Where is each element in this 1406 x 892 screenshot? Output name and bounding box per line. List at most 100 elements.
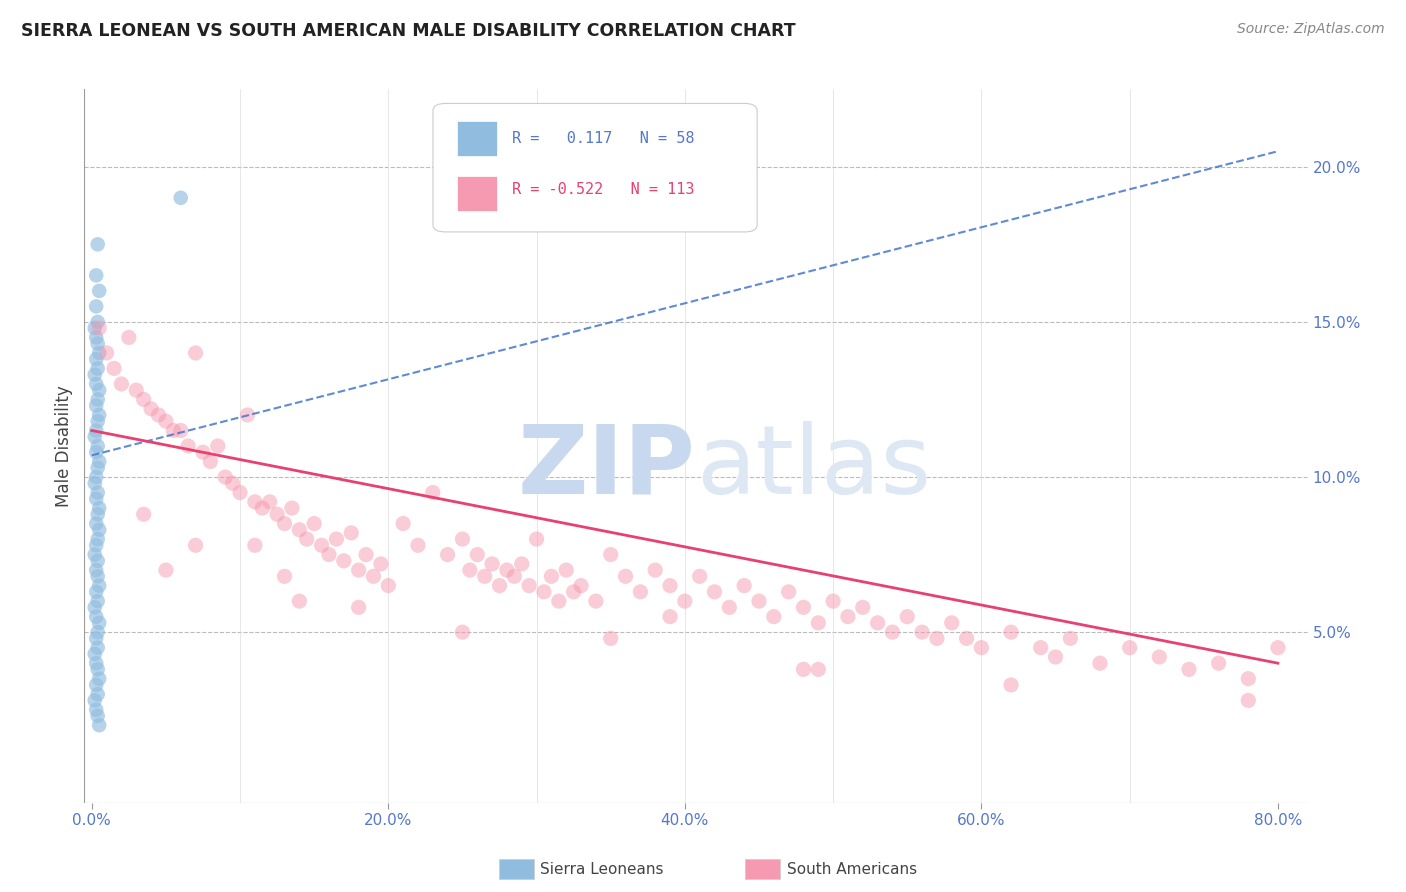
Point (533, 584, 555, 599)
Point (89, 284, 111, 298)
Point (422, 485, 444, 500)
Point (89, 615, 111, 630)
Point (370, 557, 392, 571)
Point (86, 460, 108, 475)
Point (200, 454, 222, 468)
Point (347, 563, 370, 577)
Point (823, 594, 845, 608)
Point (911, 625, 934, 640)
Point (184, 538, 207, 552)
Point (89, 454, 111, 468)
Point (273, 569, 295, 583)
Point (83, 321, 105, 335)
Point (170, 191, 193, 205)
Point (84, 352, 107, 367)
Point (451, 625, 474, 640)
Point (155, 414, 177, 428)
Point (86, 361, 108, 376)
Point (243, 538, 266, 552)
Point (585, 594, 607, 608)
Point (955, 632, 977, 646)
Point (837, 609, 859, 624)
Point (86, 414, 108, 428)
Point (488, 579, 510, 593)
Point (970, 640, 993, 655)
Point (132, 392, 155, 407)
Point (84, 516, 107, 531)
Point (139, 401, 162, 416)
Point (89, 501, 111, 516)
Point (340, 525, 363, 540)
Point (1088, 656, 1111, 670)
Point (84, 445, 107, 459)
Point (221, 476, 243, 491)
Point (644, 563, 666, 577)
Point (84, 632, 107, 646)
Point (406, 538, 429, 552)
Point (177, 439, 200, 453)
Point (866, 615, 889, 630)
Point (311, 538, 333, 552)
Point (259, 495, 281, 509)
Point (89, 408, 111, 422)
Bar (457, 177, 496, 211)
Point (555, 563, 578, 577)
Bar (457, 121, 496, 155)
Point (191, 445, 214, 459)
Point (503, 569, 526, 583)
Point (363, 569, 385, 583)
Point (103, 361, 125, 376)
Point (333, 554, 356, 568)
Point (882, 625, 904, 640)
Point (89, 346, 111, 360)
Point (496, 563, 519, 577)
Point (84, 656, 107, 670)
Point (86, 625, 108, 640)
Point (83, 476, 105, 491)
Text: R =   0.117   N = 58: R = 0.117 N = 58 (513, 130, 695, 145)
Point (86, 237, 108, 252)
Point (762, 609, 785, 624)
Point (84, 424, 107, 438)
Point (474, 569, 496, 583)
Point (614, 569, 637, 583)
Point (84, 299, 107, 313)
Point (83, 647, 105, 661)
Point (214, 470, 236, 484)
Point (229, 485, 252, 500)
Point (86, 508, 108, 522)
Point (86, 594, 108, 608)
Point (852, 600, 875, 615)
Point (941, 615, 963, 630)
Point (84, 376, 107, 391)
Point (86, 485, 108, 500)
Point (273, 516, 295, 531)
Point (162, 424, 184, 438)
Point (83, 693, 105, 707)
Point (84, 470, 107, 484)
Point (86, 392, 108, 407)
Text: atlas: atlas (696, 421, 931, 514)
Point (1000, 678, 1022, 692)
Point (86, 640, 108, 655)
Point (207, 439, 229, 453)
Point (84, 563, 107, 577)
Point (599, 632, 621, 646)
Point (86, 439, 108, 453)
Point (599, 548, 621, 562)
Point (266, 508, 288, 522)
Point (84, 399, 107, 413)
Point (318, 548, 340, 562)
Point (703, 584, 725, 599)
Point (252, 501, 274, 516)
Point (1267, 640, 1289, 655)
Y-axis label: Male Disability: Male Disability (55, 385, 73, 507)
Point (377, 579, 399, 593)
Point (288, 523, 311, 537)
Point (689, 569, 711, 583)
Point (83, 600, 105, 615)
Point (86, 662, 108, 676)
Point (1029, 640, 1052, 655)
Point (807, 615, 830, 630)
Point (792, 600, 814, 615)
